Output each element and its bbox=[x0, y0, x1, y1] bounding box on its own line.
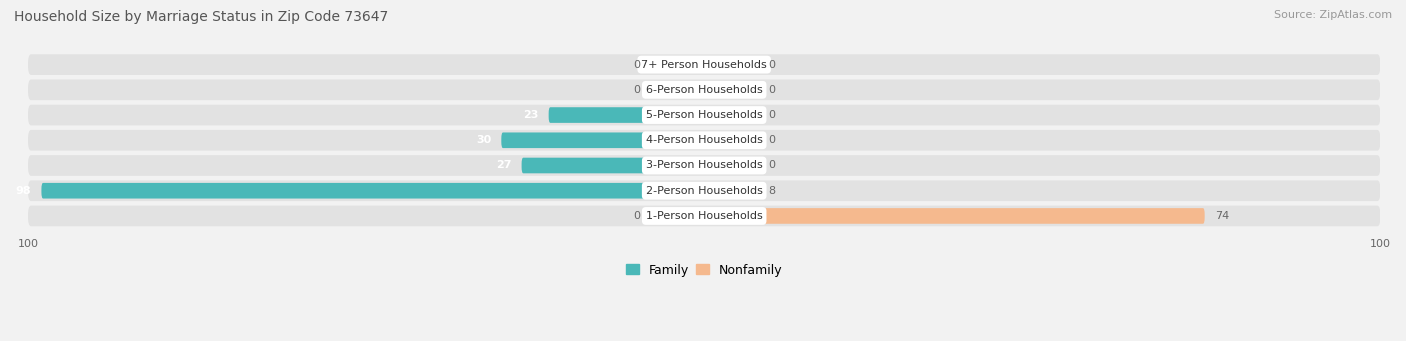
FancyBboxPatch shape bbox=[41, 183, 704, 198]
FancyBboxPatch shape bbox=[650, 57, 704, 72]
Text: 74: 74 bbox=[1215, 211, 1229, 221]
FancyBboxPatch shape bbox=[704, 158, 758, 173]
Text: 0: 0 bbox=[769, 85, 776, 95]
FancyBboxPatch shape bbox=[650, 208, 704, 224]
Text: 98: 98 bbox=[15, 186, 31, 196]
FancyBboxPatch shape bbox=[704, 82, 758, 98]
FancyBboxPatch shape bbox=[522, 158, 704, 173]
FancyBboxPatch shape bbox=[28, 79, 1381, 100]
Text: 0: 0 bbox=[633, 60, 640, 70]
FancyBboxPatch shape bbox=[28, 130, 1381, 151]
Text: 4-Person Households: 4-Person Households bbox=[645, 135, 762, 145]
FancyBboxPatch shape bbox=[704, 132, 758, 148]
FancyBboxPatch shape bbox=[548, 107, 704, 123]
FancyBboxPatch shape bbox=[28, 206, 1381, 226]
Text: 8: 8 bbox=[769, 186, 776, 196]
FancyBboxPatch shape bbox=[650, 82, 704, 98]
Text: Household Size by Marriage Status in Zip Code 73647: Household Size by Marriage Status in Zip… bbox=[14, 10, 388, 24]
Text: 27: 27 bbox=[496, 161, 512, 170]
FancyBboxPatch shape bbox=[704, 208, 1205, 224]
Text: Source: ZipAtlas.com: Source: ZipAtlas.com bbox=[1274, 10, 1392, 20]
FancyBboxPatch shape bbox=[704, 183, 758, 198]
Legend: Family, Nonfamily: Family, Nonfamily bbox=[621, 258, 787, 282]
FancyBboxPatch shape bbox=[28, 155, 1381, 176]
Text: 7+ Person Households: 7+ Person Households bbox=[641, 60, 768, 70]
Text: 1-Person Households: 1-Person Households bbox=[645, 211, 762, 221]
Text: 0: 0 bbox=[769, 110, 776, 120]
FancyBboxPatch shape bbox=[28, 54, 1381, 75]
FancyBboxPatch shape bbox=[28, 180, 1381, 201]
FancyBboxPatch shape bbox=[704, 107, 758, 123]
FancyBboxPatch shape bbox=[28, 105, 1381, 125]
Text: 23: 23 bbox=[523, 110, 538, 120]
FancyBboxPatch shape bbox=[502, 132, 704, 148]
Text: 0: 0 bbox=[769, 161, 776, 170]
Text: 6-Person Households: 6-Person Households bbox=[645, 85, 762, 95]
Text: 5-Person Households: 5-Person Households bbox=[645, 110, 762, 120]
Text: 2-Person Households: 2-Person Households bbox=[645, 186, 762, 196]
Text: 3-Person Households: 3-Person Households bbox=[645, 161, 762, 170]
Text: 0: 0 bbox=[769, 60, 776, 70]
Text: 0: 0 bbox=[633, 211, 640, 221]
Text: 30: 30 bbox=[475, 135, 491, 145]
Text: 0: 0 bbox=[633, 85, 640, 95]
FancyBboxPatch shape bbox=[704, 57, 758, 72]
Text: 0: 0 bbox=[769, 135, 776, 145]
